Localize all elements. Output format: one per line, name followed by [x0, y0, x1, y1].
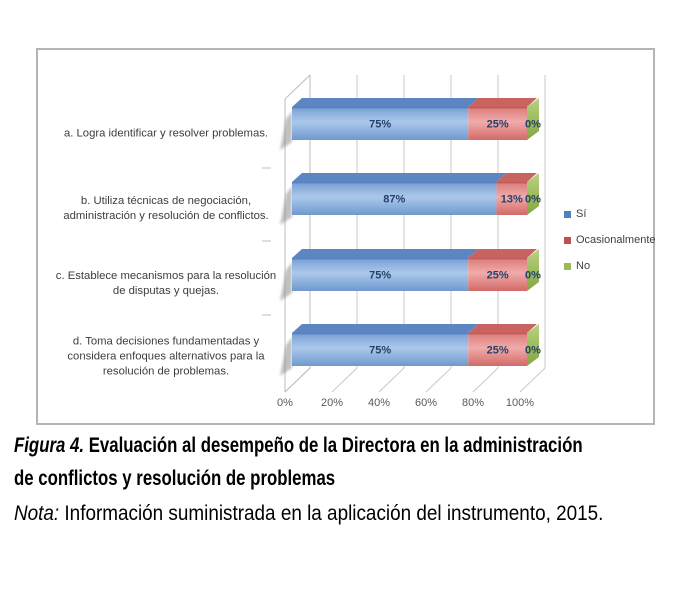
x-tick-label: 0% [277, 397, 293, 409]
bar-value-label: 75% [369, 270, 391, 282]
category-label: d. Toma decisiones fundamentadas y consid… [67, 335, 265, 378]
legend-label: Ocasionalmente [576, 234, 656, 246]
x-tick-label: 40% [368, 397, 390, 409]
bar-end-cap [527, 249, 539, 291]
caption-figure-label: Figura 4. [14, 434, 85, 457]
bar-segment-top-face [468, 324, 537, 333]
bar-segment-1 [468, 258, 527, 291]
bar-value-label: 25% [487, 270, 509, 282]
x-tick-label: 20% [321, 397, 343, 409]
bar-end-cap [527, 324, 539, 366]
figure-note: Nota: Información suministrada en la apl… [14, 499, 700, 529]
bar-value-label: 87% [383, 194, 405, 206]
note-text: Información suministrada en la aplicació… [59, 502, 604, 525]
bar-segment-0 [292, 333, 469, 366]
legend-label: No [576, 260, 591, 272]
legend: Sí Ocasionalmente No [564, 208, 656, 286]
gridline-floor-slant [378, 367, 405, 393]
legend-label: Sí [576, 208, 587, 220]
caption-line-2: de conflictos y resolución de problemas [14, 467, 336, 490]
legend-item: Sí [564, 208, 656, 221]
bar-segment-top-face [292, 98, 479, 107]
legend-swatch-icon [564, 211, 571, 218]
gridline-floor-slant [472, 367, 499, 393]
bar-value-label: 0% [525, 270, 541, 282]
bar-value-label: 0% [525, 194, 541, 206]
x-tick-label: 100% [506, 397, 534, 409]
bar-value-label: 13% [501, 194, 523, 206]
legend-item: Ocasionalmente [564, 234, 656, 247]
bar-segment-1 [468, 107, 527, 140]
bar-end-cap [527, 173, 539, 215]
legend-swatch-icon [564, 263, 571, 270]
bar-shadow [280, 186, 292, 225]
bar-shadow [280, 111, 292, 150]
category-label: b. Utiliza técnicas de negociación, admin… [63, 195, 269, 222]
figure-caption: Figura 4. Evaluación al desempeño de la … [14, 429, 700, 495]
bar-value-label: 25% [487, 345, 509, 357]
bar-shadow [280, 262, 292, 301]
bar-value-label: 75% [369, 119, 391, 131]
x-tick-label: 80% [462, 397, 484, 409]
bar-value-label: 25% [487, 119, 509, 131]
bar-segment-0 [292, 107, 469, 140]
bar-end-cap [527, 98, 539, 140]
bar-segment-top-face [468, 249, 537, 258]
gridline-floor-slant [331, 367, 358, 393]
note-label: Nota: [14, 502, 60, 525]
category-label: c. Establece mecanismos para la resoluci… [55, 270, 277, 297]
bar-segment-top-face [292, 249, 479, 258]
gridline-floor-slant [425, 367, 452, 393]
x-tick-label: 60% [415, 397, 437, 409]
gridline-floor-slant [519, 367, 546, 393]
bar-shadow [280, 337, 292, 376]
category-label: a. Logra identificar y resolver problema… [63, 127, 269, 140]
bar-chart: 0% 20% 40% 60% 80% 100%75% 25% 0%87% 13% 0%75% 25%… [262, 74, 546, 409]
bar-segment-1 [468, 333, 527, 366]
bar-segment-top-face [468, 98, 537, 107]
bar-value-label: 0% [525, 119, 541, 131]
legend-item: No [564, 260, 656, 273]
bar-segment-0 [292, 182, 497, 215]
figure-frame: 0% 20% 40% 60% 80% 100% 75% 25% 0% 87% 13% 0% 75% 25%… [36, 48, 656, 425]
axis-wall-line [284, 367, 311, 393]
bar-segment-top-face [292, 324, 479, 333]
bar-segment-top-face [292, 173, 507, 182]
axis-wall-line [284, 74, 311, 100]
caption-line-1: Figura 4. Evaluación al desempeño de la … [14, 429, 700, 462]
bar-segment-1 [496, 182, 527, 215]
caption-text-line1: Evaluación al desempeño de la Directora … [84, 434, 583, 457]
bar-segment-0 [292, 258, 469, 291]
bar-value-label: 75% [369, 345, 391, 357]
legend-swatch-icon [564, 237, 571, 244]
bar-value-label: 0% [525, 345, 541, 357]
bar-segment-top-face [496, 173, 537, 182]
